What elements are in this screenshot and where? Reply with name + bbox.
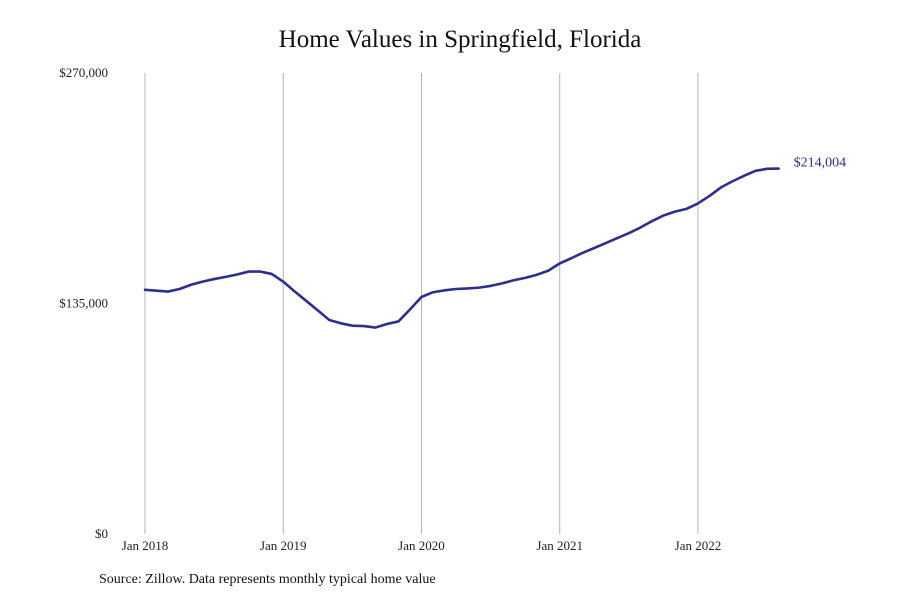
source-note: Source: Zillow. Data represents monthly … [99,572,436,587]
x-tick-label: Jan 2021 [536,538,583,553]
y-axis-tick-labels: $0 $135,000 $270,000 [59,65,108,541]
x-tick-label: Jan 2018 [122,538,169,553]
y-tick-label: $135,000 [59,296,108,311]
x-tick-label: Jan 2022 [675,538,722,553]
x-tick-label: Jan 2020 [398,538,445,553]
x-axis-tick-labels: Jan 2018 Jan 2019 Jan 2020 Jan 2021 Jan 2022 [122,538,722,553]
y-tick-label: $270,000 [59,65,108,80]
gridlines [144,73,699,534]
y-tick-label: $0 [95,526,108,541]
chart-title: Home Values in Springfield, Florida [278,26,642,53]
x-tick-label: Jan 2019 [260,538,307,553]
end-value-label: $214,004 [794,156,847,171]
series-line-home-value [143,167,780,329]
